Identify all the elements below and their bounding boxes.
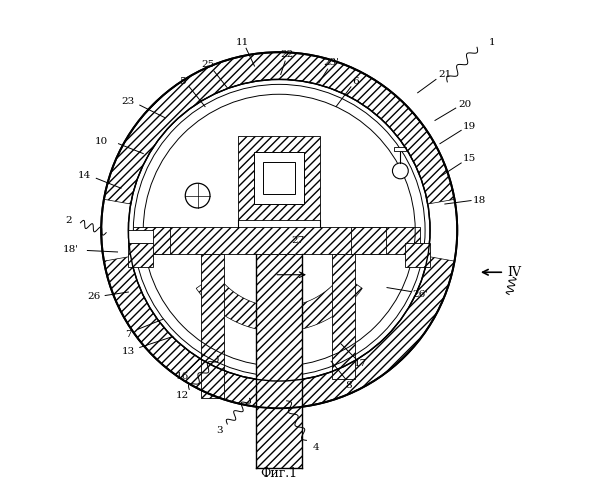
Text: 17: 17	[354, 359, 367, 368]
Circle shape	[392, 163, 408, 179]
Text: 23': 23'	[323, 58, 339, 66]
Text: 3: 3	[216, 426, 223, 435]
Polygon shape	[276, 274, 362, 332]
Circle shape	[185, 183, 210, 208]
Text: 7: 7	[125, 330, 132, 338]
Text: Фиг.1: Фиг.1	[261, 467, 298, 480]
Text: 10: 10	[94, 136, 108, 145]
Text: 16: 16	[176, 372, 190, 380]
Text: 20: 20	[458, 100, 471, 108]
Text: 18: 18	[473, 196, 486, 205]
Bar	[332, 254, 355, 378]
Bar	[351, 226, 386, 254]
Bar	[263, 162, 295, 194]
Bar	[133, 226, 170, 254]
Text: 11: 11	[236, 38, 249, 47]
Text: 13: 13	[122, 347, 135, 356]
Text: 15: 15	[463, 154, 476, 163]
Text: 23: 23	[122, 97, 135, 106]
Bar	[239, 136, 320, 220]
Polygon shape	[104, 52, 454, 204]
Text: 22: 22	[280, 50, 293, 59]
Polygon shape	[104, 256, 454, 408]
Polygon shape	[196, 274, 288, 332]
Text: 8: 8	[345, 382, 352, 390]
Text: 26': 26'	[412, 290, 428, 299]
Bar	[255, 152, 304, 204]
Bar	[202, 254, 224, 398]
Bar	[257, 254, 302, 468]
Text: 18': 18'	[63, 246, 78, 254]
Text: 21: 21	[438, 70, 451, 79]
Circle shape	[101, 52, 457, 408]
Text: 12: 12	[176, 392, 190, 400]
Text: 6: 6	[353, 78, 359, 86]
Bar	[405, 242, 430, 268]
Text: 2: 2	[66, 216, 72, 225]
Bar	[129, 230, 153, 242]
Text: 1: 1	[489, 38, 495, 47]
Bar	[138, 226, 420, 254]
Text: 26: 26	[87, 292, 100, 302]
Text: 14: 14	[77, 172, 90, 180]
Text: 4: 4	[313, 444, 319, 452]
Text: 5: 5	[179, 78, 186, 86]
Text: 19: 19	[463, 122, 476, 131]
Text: 27: 27	[291, 236, 304, 244]
Text: IV: IV	[507, 266, 521, 279]
Bar	[395, 147, 406, 151]
Bar	[129, 242, 153, 268]
Text: 25: 25	[201, 60, 214, 69]
